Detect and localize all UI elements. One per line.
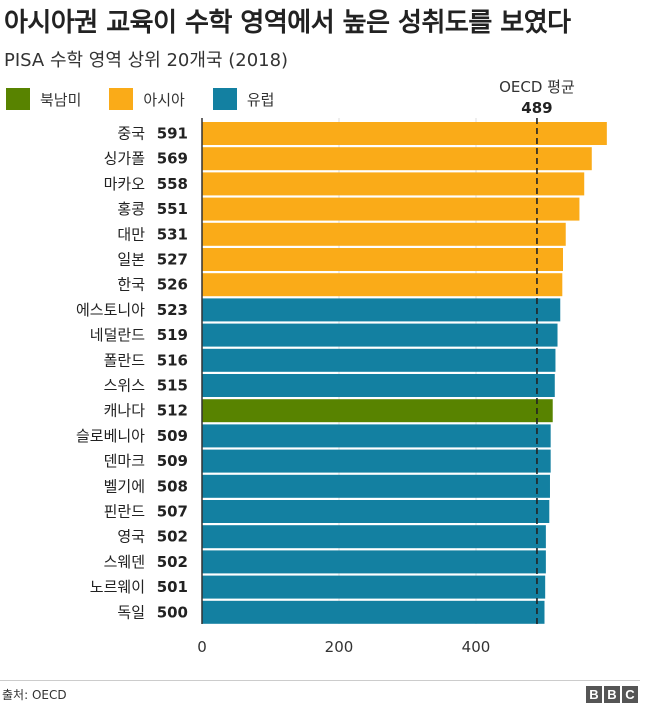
category-label: 싱가폴	[104, 150, 145, 168]
legend-swatch-europe	[212, 88, 237, 110]
x-tick-label: 400	[462, 638, 491, 656]
value-label: 591	[157, 125, 188, 143]
bar	[202, 374, 555, 397]
bar	[202, 525, 546, 549]
value-label: 502	[157, 528, 188, 546]
bar	[202, 550, 546, 574]
bar	[202, 222, 566, 246]
bar	[202, 197, 580, 221]
value-label: 519	[157, 326, 188, 344]
category-label: 마카오	[104, 175, 146, 193]
value-label: 512	[157, 402, 188, 420]
chart-title: 아시아권 교육이 수학 영역에서 높은 성취도를 보였다	[4, 8, 571, 38]
value-label: 569	[157, 150, 188, 168]
value-label: 516	[157, 351, 188, 369]
oecd-average-value: 489	[521, 99, 552, 117]
legend-item-europe: 유럽	[212, 88, 275, 110]
value-label: 500	[157, 603, 188, 621]
x-tick-label: 0	[197, 638, 207, 656]
category-label: 네덜란드	[90, 326, 145, 344]
category-label: 일본	[117, 251, 145, 269]
bbc-logo-letter: C	[622, 686, 638, 703]
category-label: 독일	[117, 603, 145, 621]
category-label: 중국	[117, 125, 145, 143]
legend-swatch-americas	[6, 88, 30, 110]
category-label: 노르웨이	[90, 578, 145, 596]
category-label: 홍콩	[117, 200, 145, 218]
category-label: 벨기에	[104, 477, 145, 495]
bar	[202, 474, 550, 498]
legend-swatch-asia	[109, 88, 134, 110]
footer-divider	[0, 680, 640, 681]
bar	[202, 449, 551, 473]
category-label: 영국	[117, 528, 145, 546]
bar	[202, 122, 607, 145]
category-label: 스웨덴	[104, 553, 145, 571]
oecd-average-label: OECD 평균	[499, 78, 575, 96]
category-label: 대만	[117, 225, 145, 243]
category-label: 캐나다	[104, 402, 146, 420]
bar	[202, 273, 563, 297]
category-label: 덴마크	[104, 452, 145, 470]
bbc-logo-letter: B	[586, 686, 602, 703]
bar	[202, 172, 585, 196]
value-label: 526	[157, 276, 188, 294]
category-label: 폴란드	[104, 351, 146, 369]
bbc-logo: B B C	[584, 686, 638, 703]
value-label: 551	[157, 200, 188, 218]
category-label: 에스토니아	[76, 301, 145, 319]
x-tick-label: 200	[325, 638, 354, 656]
value-label: 509	[157, 452, 188, 470]
bar	[202, 424, 551, 448]
category-label: 한국	[117, 276, 145, 294]
value-label: 507	[157, 503, 188, 521]
bar-chart: 중국 591 싱가폴 569 마카오 558 홍콩 551 대만 531 일본 527 한국 526 에스토…	[76, 78, 607, 656]
bar	[202, 147, 592, 171]
value-label: 531	[157, 225, 188, 243]
value-label: 509	[157, 427, 188, 445]
bar	[202, 399, 553, 423]
bar	[202, 323, 558, 347]
legend: 북남미 아시아 유럽	[6, 88, 302, 110]
value-label: 502	[157, 553, 188, 571]
legend-item-americas: 북남미	[6, 88, 81, 110]
category-label: 핀란드	[104, 503, 146, 521]
value-label: 527	[157, 251, 188, 269]
bar	[202, 600, 545, 624]
bar	[202, 575, 546, 599]
category-label: 스위스	[104, 377, 146, 395]
value-label: 523	[157, 301, 188, 319]
category-label: 슬로베니아	[76, 427, 145, 445]
source-note: 출처: OECD	[2, 688, 67, 702]
bar	[202, 348, 556, 372]
bar	[202, 248, 563, 271]
value-label: 501	[157, 578, 188, 596]
bbc-logo-letter: B	[604, 686, 620, 703]
value-label: 515	[157, 377, 188, 395]
bar	[202, 500, 550, 523]
legend-item-asia: 아시아	[109, 88, 185, 110]
value-label: 508	[157, 477, 188, 495]
value-label: 558	[157, 175, 188, 193]
legend-label-americas: 북남미	[40, 90, 82, 109]
chart-subtitle: PISA 수학 영역 상위 20개국 (2018)	[4, 50, 289, 71]
legend-label-asia: 아시아	[143, 90, 185, 109]
bar	[202, 298, 561, 322]
legend-label-europe: 유럽	[246, 90, 275, 109]
